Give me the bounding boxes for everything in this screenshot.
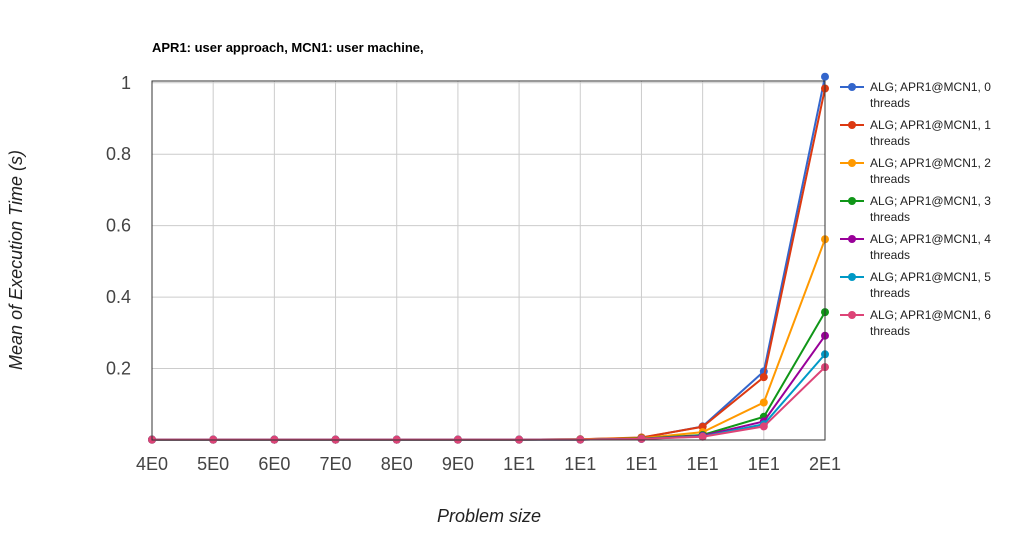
grid-lines — [151, 81, 826, 440]
x-tick-label: 7E0 — [320, 454, 352, 474]
x-tick-label: 1E1 — [625, 454, 657, 474]
data-point — [698, 432, 707, 441]
series-line — [152, 88, 826, 441]
legend-swatch-marker — [848, 235, 856, 243]
y-tick-label: 0.8 — [106, 144, 131, 164]
legend-entry: ALG; APR1@MCN1, 5 threads — [840, 270, 991, 300]
data-point — [759, 373, 768, 382]
y-tick-label: 1 — [121, 73, 131, 93]
legend-label: ALG; APR1@MCN1, 4 threads — [870, 232, 991, 262]
legend-label: ALG; APR1@MCN1, 6 threads — [870, 308, 991, 338]
series-line — [152, 335, 826, 441]
legend-entry: ALG; APR1@MCN1, 3 threads — [840, 194, 991, 224]
series-line — [152, 353, 826, 441]
legend-entry: ALG; APR1@MCN1, 4 threads — [840, 232, 991, 262]
y-tick-label: 0.2 — [106, 359, 131, 379]
series — [148, 72, 829, 444]
legend: ALG; APR1@MCN1, 0 threads ALG; APR1@MCN1, … — [840, 80, 991, 338]
x-tick-label: 1E1 — [564, 454, 596, 474]
x-tick-label: 8E0 — [381, 454, 413, 474]
legend-swatch-marker — [848, 159, 856, 167]
series — [148, 84, 829, 444]
legend-swatch-marker — [848, 273, 856, 281]
series-line — [152, 76, 826, 441]
x-tick-label: 1E1 — [687, 454, 719, 474]
x-tick-label: 5E0 — [197, 454, 229, 474]
x-tick-label: 6E0 — [258, 454, 290, 474]
data-point — [637, 434, 646, 443]
legend-label: ALG; APR1@MCN1, 2 threads — [870, 156, 991, 186]
axis-layer: 4E0 5E0 6E0 7E0 8E0 9E0 1E1 1E1 1E1 1E1 1E1 2E1 0.2 0… — [106, 73, 841, 474]
x-tick-label: 4E0 — [136, 454, 168, 474]
x-axis-title: Problem size — [437, 506, 541, 526]
legend-swatch-marker — [848, 197, 856, 205]
data-point — [759, 422, 768, 431]
x-tick-label: 2E1 — [809, 454, 841, 474]
data-point — [759, 398, 768, 407]
x-tick-label: 9E0 — [442, 454, 474, 474]
legend-entry: ALG; APR1@MCN1, 1 threads — [840, 118, 991, 148]
x-tick-label: 1E1 — [748, 454, 780, 474]
legend-entry: ALG; APR1@MCN1, 0 threads — [840, 80, 991, 110]
legend-swatch-marker — [848, 311, 856, 319]
legend-swatch-marker — [848, 83, 856, 91]
series-layer — [148, 72, 829, 444]
legend-label: ALG; APR1@MCN1, 1 threads — [870, 118, 991, 148]
y-axis-title: Mean of Execution Time (s) — [6, 150, 26, 370]
y-tick-label: 0.6 — [106, 216, 131, 236]
chart-title: APR1: user approach, MCN1: user machine, — [152, 40, 424, 55]
series — [148, 308, 829, 444]
legend-entry: ALG; APR1@MCN1, 2 threads — [840, 156, 991, 186]
series — [148, 235, 829, 444]
legend-label: ALG; APR1@MCN1, 5 threads — [870, 270, 991, 300]
legend-swatch-marker — [848, 121, 856, 129]
series-line — [152, 311, 826, 441]
x-tick-label: 1E1 — [503, 454, 535, 474]
legend-entry: ALG; APR1@MCN1, 6 threads — [840, 308, 991, 338]
legend-label: ALG; APR1@MCN1, 0 threads — [870, 80, 991, 110]
legend-label: ALG; APR1@MCN1, 3 threads — [870, 194, 991, 224]
data-point — [821, 72, 829, 81]
y-tick-label: 0.4 — [106, 287, 131, 307]
plot-frame — [151, 80, 826, 441]
